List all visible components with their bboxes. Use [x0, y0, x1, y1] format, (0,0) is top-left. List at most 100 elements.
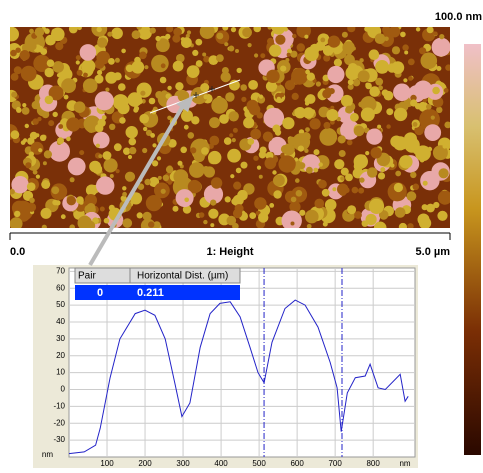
grain	[433, 201, 440, 209]
grain	[84, 194, 98, 207]
grain	[378, 210, 389, 220]
grain	[52, 111, 58, 118]
grain	[96, 27, 102, 33]
grain	[321, 188, 330, 197]
grain	[142, 147, 148, 154]
grain	[414, 125, 424, 136]
grain	[412, 122, 418, 127]
grain	[69, 177, 75, 183]
grain	[228, 45, 235, 52]
grain	[131, 30, 141, 40]
y-tick-label: 20	[56, 351, 65, 360]
grain	[44, 95, 54, 105]
grain	[75, 60, 80, 65]
grain	[360, 96, 377, 113]
grain	[367, 167, 378, 178]
x-tick-label: 400	[214, 459, 228, 468]
table-row[interactable]	[75, 285, 240, 300]
grain	[203, 219, 208, 225]
grain	[254, 53, 259, 58]
grain	[306, 223, 312, 228]
grain	[404, 50, 409, 55]
grain	[61, 78, 76, 94]
grain	[292, 33, 297, 39]
y-tick-label: 60	[56, 283, 65, 292]
grain	[152, 160, 159, 167]
grain	[398, 222, 407, 228]
grain	[287, 48, 292, 54]
grain	[79, 200, 84, 205]
grain	[344, 54, 355, 66]
grain	[432, 86, 440, 95]
grain	[231, 198, 238, 205]
grain	[319, 127, 338, 146]
pointer-arrow	[88, 102, 186, 267]
grain	[19, 50, 30, 61]
cursor-marker: +	[192, 88, 199, 102]
grain	[395, 170, 402, 177]
grain	[375, 107, 381, 112]
color-bar	[464, 44, 481, 455]
grain	[275, 34, 286, 45]
grain	[330, 119, 335, 125]
grain	[259, 146, 267, 154]
grain	[125, 126, 138, 139]
grain	[209, 117, 220, 129]
x-end: 5.0 µm	[416, 246, 451, 258]
grain	[368, 49, 380, 60]
grain	[318, 179, 327, 189]
grain	[353, 154, 368, 169]
grain	[202, 52, 207, 57]
grain	[172, 60, 184, 72]
grain	[281, 210, 302, 228]
afm-image	[10, 27, 450, 228]
grain	[279, 92, 285, 98]
grain	[301, 132, 311, 142]
grain	[136, 82, 152, 98]
grain	[318, 162, 323, 167]
grain	[400, 31, 406, 38]
grain	[237, 189, 248, 201]
grain	[309, 118, 321, 130]
grain	[40, 207, 52, 219]
x-tick-label: 600	[290, 459, 304, 468]
grain	[10, 188, 15, 195]
grain	[149, 27, 156, 34]
grain	[107, 31, 113, 37]
grain	[366, 128, 383, 145]
grain	[393, 182, 403, 193]
grain	[93, 131, 110, 149]
grain	[430, 115, 435, 120]
grain	[230, 174, 235, 179]
grain	[187, 132, 195, 139]
grain	[98, 154, 103, 159]
grain	[25, 162, 32, 169]
grain	[203, 184, 224, 204]
grain	[393, 107, 408, 122]
grain	[375, 60, 389, 74]
grain	[327, 65, 345, 84]
x-tick-label: 100	[100, 459, 114, 468]
grain	[168, 139, 177, 148]
grain	[433, 31, 438, 36]
grain	[127, 154, 133, 160]
section-line	[149, 79, 241, 114]
grain	[265, 80, 278, 92]
grain	[345, 173, 353, 182]
grain	[32, 118, 39, 125]
channel: 1: Height	[206, 246, 253, 258]
grain	[203, 55, 210, 63]
grain	[347, 205, 357, 215]
grain	[269, 44, 282, 57]
grain	[236, 67, 242, 74]
grain	[210, 199, 217, 206]
grain	[377, 124, 382, 129]
grain	[313, 167, 319, 173]
grain	[144, 65, 149, 70]
grain	[167, 180, 172, 185]
grain	[187, 179, 202, 194]
grain	[227, 148, 242, 163]
grain	[173, 27, 182, 37]
grain	[340, 176, 345, 181]
